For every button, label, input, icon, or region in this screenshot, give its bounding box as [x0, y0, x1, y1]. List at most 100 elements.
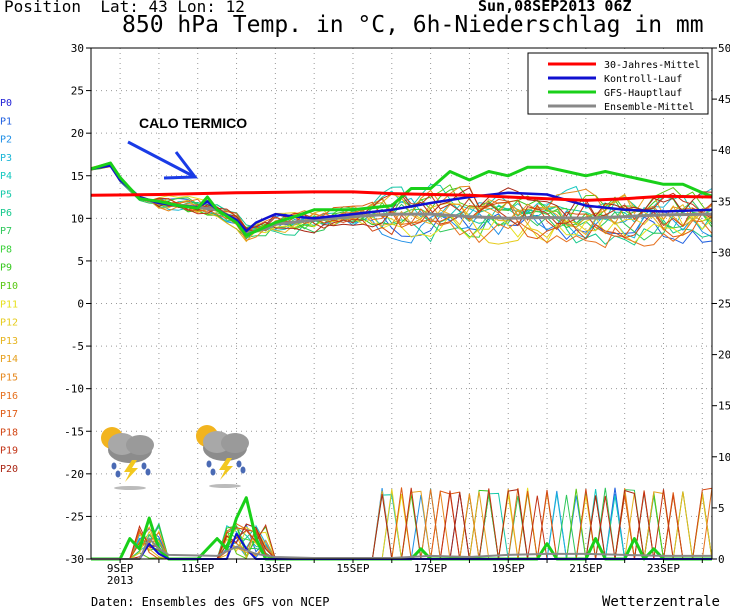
x-tick-label: 23SEP	[647, 562, 680, 575]
longitude-text: Lon: 12	[177, 0, 245, 16]
y-right-tick-label: 25	[718, 298, 730, 311]
member-label-p15: P15	[0, 373, 18, 384]
x-tick-label: 11SEP	[181, 562, 214, 575]
ensemble-member-precip	[91, 489, 713, 560]
y-right-tick-label: 45	[718, 93, 730, 106]
y-right-tick-label: 5	[718, 502, 725, 515]
y-left-tick-label: -15	[64, 425, 84, 438]
x-tick-label: 15SEP	[336, 562, 369, 575]
weather-icons	[101, 425, 249, 490]
member-label-p11: P11	[0, 299, 18, 310]
y-right-tick-label: 0	[718, 553, 725, 566]
ensemble-member-precip	[91, 492, 712, 560]
member-label-p19: P19	[0, 446, 18, 457]
y-right-tick-label: 15	[718, 400, 730, 413]
member-label-p18: P18	[0, 427, 18, 438]
run-datetime: Sun,08SEP2013 06Z	[478, 0, 632, 15]
precip-line-ensemble-mittel	[91, 537, 712, 560]
y-left-tick-label: 20	[71, 127, 84, 140]
y-right-tick-label: 20	[718, 349, 730, 362]
rain-drop	[145, 468, 151, 476]
y-right-tick-label: 50	[718, 42, 730, 55]
rain-drop	[206, 460, 212, 468]
y-right-tick-label: 35	[718, 195, 730, 208]
member-label-p3: P3	[0, 153, 12, 164]
x-tick-label: 13SEP	[259, 562, 292, 575]
ensemble-member-precip	[91, 494, 712, 560]
brand-name: Wetterzentrale	[601, 594, 720, 610]
axes: 302520151050-5-10-15-20-25-3050454035302…	[64, 42, 730, 587]
rain-drop	[236, 460, 242, 468]
ensemble-member-precip	[91, 489, 712, 560]
legend-label: GFS-Hauptlauf	[604, 88, 682, 99]
y-left-tick-label: -10	[64, 383, 84, 396]
lightning-shape	[124, 460, 138, 482]
rain-drop	[240, 466, 246, 474]
member-label-p5: P5	[0, 190, 12, 201]
legend-label: 30-Jahres-Mittel	[604, 60, 700, 71]
position-label: Position Lat: 43 Lon: 12	[4, 0, 245, 16]
y-left-tick-label: 5	[77, 255, 84, 268]
member-label-p16: P16	[0, 391, 18, 402]
rain-drop	[141, 462, 147, 470]
storm-cloud-icon	[101, 427, 154, 490]
member-label-p10: P10	[0, 281, 18, 292]
y-left-tick-label: -25	[64, 510, 84, 523]
ensemble-member-line	[90, 166, 713, 240]
member-label-p2: P2	[0, 135, 12, 146]
member-label-p12: P12	[0, 318, 18, 329]
member-label-p6: P6	[0, 208, 12, 219]
x-tick-label: 19SEP	[492, 562, 525, 575]
member-label-p17: P17	[0, 409, 18, 420]
ensemble-members-precipitation	[91, 487, 713, 560]
cloud-shape	[126, 435, 154, 455]
member-label-p13: P13	[0, 336, 18, 347]
y-left-tick-label: -20	[64, 468, 84, 481]
shadow-shape	[114, 486, 146, 490]
member-label-p8: P8	[0, 244, 12, 255]
member-labels: P0 P1 P2 P3 P4 P5 P6 P7 P8 P9 P10 P11 P12 P13 P14 P15 P1…	[0, 98, 18, 475]
member-label-p9: P9	[0, 263, 12, 274]
member-label-p20: P20	[0, 464, 18, 475]
x-tick-label: 21SEP	[569, 562, 602, 575]
member-label-p4: P4	[0, 171, 12, 182]
y-right-tick-label: 10	[718, 451, 730, 464]
y-left-tick-label: 15	[71, 170, 84, 183]
member-label-p7: P7	[0, 226, 12, 237]
ensemble-member-precip	[91, 489, 712, 560]
x-year-label: 2013	[107, 574, 134, 587]
storm-cloud-icon	[196, 425, 249, 488]
x-tick-label: 9SEP	[107, 562, 134, 575]
annotation: CALO TERMICO	[127, 115, 247, 180]
y-right-tick-label: 40	[718, 144, 730, 157]
cloud-shape	[221, 433, 249, 453]
y-left-tick-label: 30	[71, 42, 84, 55]
ensemble-member-precip	[91, 490, 713, 560]
legend: 30-Jahres-Mittel Kontroll-Lauf GFS-Hauptla…	[527, 52, 709, 115]
position-text: Position	[4, 0, 82, 16]
member-label-p14: P14	[0, 354, 18, 365]
y-left-tick-label: 10	[71, 212, 84, 225]
rain-drop	[115, 470, 121, 478]
x-tick-label: 17SEP	[414, 562, 447, 575]
annotation-arrow-shaft	[127, 140, 194, 178]
data-source: Daten: Ensembles des GFS von NCEP	[91, 595, 330, 609]
shadow-shape	[209, 484, 241, 488]
series-line-30-jahres-mittel	[90, 190, 713, 202]
annotation-arrow-head	[163, 151, 198, 180]
ensemble-member-precip	[91, 493, 712, 560]
series-line-kontroll-lauf	[90, 164, 713, 233]
y-left-tick-label: 25	[71, 85, 84, 98]
member-label-p1: P1	[0, 116, 12, 127]
y-left-tick-label: 0	[77, 298, 84, 311]
legend-label: Ensemble-Mittel	[604, 102, 694, 113]
rain-drop	[111, 462, 117, 470]
lightning-shape	[219, 458, 233, 480]
rain-drop	[210, 468, 216, 476]
member-label-p0: P0	[0, 98, 12, 109]
ensemble-member-line	[90, 165, 713, 249]
y-right-tick-label: 30	[718, 246, 730, 259]
legend-label: Kontroll-Lauf	[604, 74, 682, 85]
y-left-tick-label: -5	[71, 340, 84, 353]
